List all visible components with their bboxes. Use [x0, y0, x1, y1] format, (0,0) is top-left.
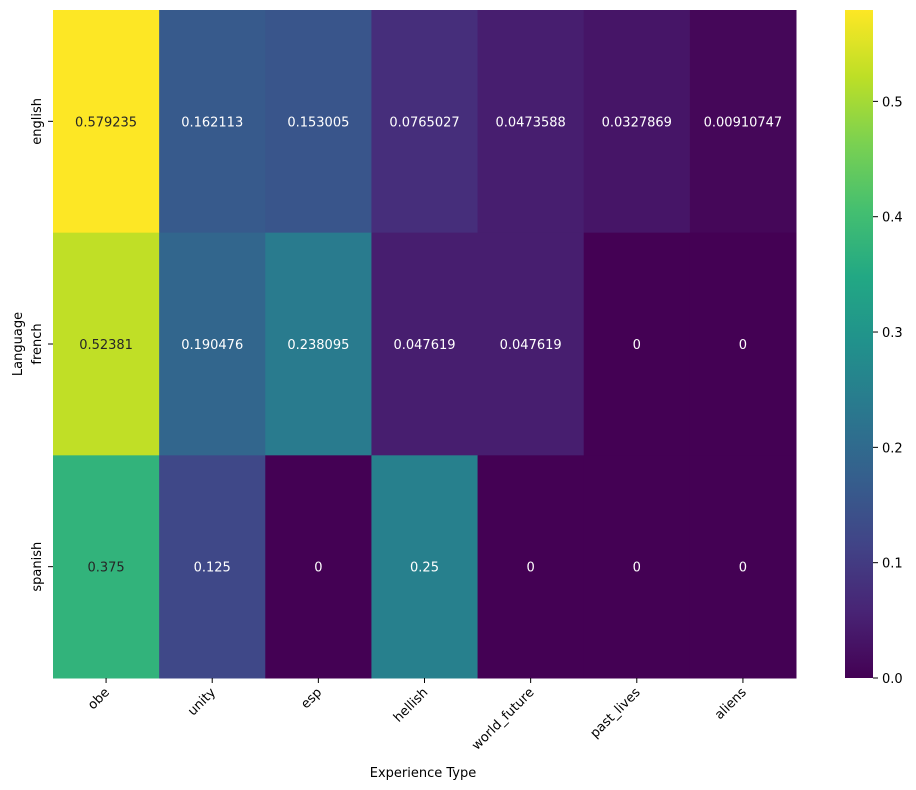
x-tick-label-aliens: aliens [712, 685, 750, 723]
heatmap-cell-english-esp [265, 10, 372, 234]
y-tick-label-spanish: spanish [30, 542, 45, 592]
heatmap-cell-french-hellish [371, 232, 479, 456]
cell-value-french-past_lives: 0 [633, 338, 641, 353]
cell-value-french-hellish: 0.047619 [393, 338, 455, 353]
heatmap-cell-french-unity [159, 232, 266, 456]
heatmap-cells [53, 10, 797, 679]
x-tick-label-unity: unity [185, 685, 219, 719]
cell-value-english-hellish: 0.0765027 [389, 115, 459, 130]
cell-value-english-past_lives: 0.0327869 [602, 115, 672, 130]
heatmap-cell-english-unity [159, 10, 266, 234]
colorbar-tick-label-3: 0.3 [882, 326, 903, 341]
heatmap-cell-spanish-world_future [477, 455, 585, 679]
x-tick-label-hellish: hellish [391, 685, 431, 725]
heatmap-cell-english-obe [53, 10, 160, 234]
heatmap-cell-french-past_lives [583, 232, 691, 456]
colorbar-tick-label-1: 0.1 [882, 557, 903, 572]
cell-value-french-obe: 0.52381 [79, 338, 133, 353]
colorbar-tick-label-5: 0.5 [882, 95, 903, 110]
colorbar-tick-label-0: 0.0 [882, 672, 903, 687]
cell-value-spanish-hellish: 0.25 [410, 561, 439, 576]
y-axis-title: Language [11, 312, 26, 376]
x-axis-title: Experience Type [370, 766, 477, 781]
y-tick-label-english: english [30, 98, 45, 145]
heatmap-cell-spanish-hellish [371, 455, 479, 679]
heatmap-cell-french-world_future [477, 232, 585, 456]
x-tick-label-obe: obe [85, 685, 113, 713]
cell-value-spanish-obe: 0.375 [87, 561, 124, 576]
y-axis-ticks: english french spanish [30, 98, 53, 592]
heatmap-cell-english-world_future [477, 10, 585, 234]
heatmap-cell-english-aliens [689, 10, 797, 234]
heatmap-cell-labels: 0.579235 0.162113 0.153005 0.0765027 0.04735… [75, 115, 782, 575]
cell-value-spanish-unity: 0.125 [194, 561, 231, 576]
heatmap-cell-spanish-obe [53, 455, 160, 679]
cell-value-french-aliens: 0 [739, 338, 747, 353]
heatmap-cell-french-esp [265, 232, 372, 456]
cell-value-spanish-past_lives: 0 [633, 561, 641, 576]
x-axis-ticks: obe unity esp hellish world_future past_lives… [85, 678, 750, 753]
x-tick-label-past_lives: past_lives [588, 685, 644, 741]
x-tick-label-esp: esp [298, 685, 325, 712]
colorbar-tick-label-4: 0.4 [882, 211, 903, 226]
heatmap-cell-spanish-esp [265, 455, 372, 679]
heatmap-cell-french-aliens [689, 232, 797, 456]
heatmap-cell-spanish-past_lives [583, 455, 691, 679]
heatmap-cell-english-past_lives [583, 10, 691, 234]
cell-value-spanish-esp: 0 [314, 561, 322, 576]
cell-value-english-world_future: 0.0473588 [495, 115, 565, 130]
cell-value-spanish-world_future: 0 [527, 561, 535, 576]
colorbar-tick-label-2: 0.2 [882, 441, 903, 456]
cell-value-english-obe: 0.579235 [75, 115, 137, 130]
heatmap-cell-spanish-aliens [689, 455, 797, 679]
heatmap-cell-french-obe [53, 232, 160, 456]
colorbar [845, 10, 873, 678]
cell-value-french-esp: 0.238095 [287, 338, 349, 353]
cell-value-english-aliens: 0.00910747 [704, 115, 783, 130]
cell-value-spanish-aliens: 0 [739, 561, 747, 576]
cell-value-french-unity: 0.190476 [181, 338, 243, 353]
cell-value-english-esp: 0.153005 [287, 115, 349, 130]
cell-value-english-unity: 0.162113 [181, 115, 243, 130]
y-tick-label-french: french [30, 323, 45, 364]
cell-value-french-world_future: 0.047619 [500, 338, 562, 353]
heatmap-cell-english-hellish [371, 10, 479, 234]
x-tick-label-world_future: world_future [469, 685, 537, 753]
colorbar-ticks: 0.0 0.1 0.2 0.3 0.4 0.5 [873, 95, 903, 687]
heatmap-cell-spanish-unity [159, 455, 266, 679]
